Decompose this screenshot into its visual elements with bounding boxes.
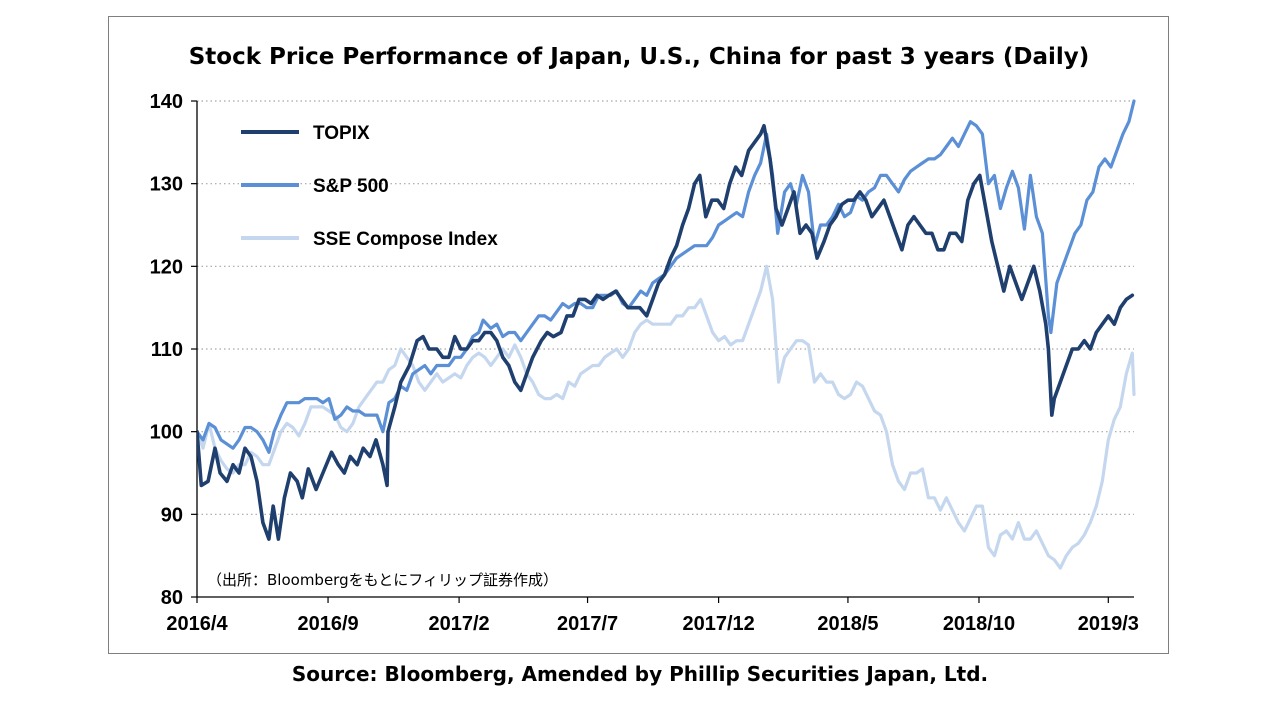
chart-svg: Stock Price Performance of Japan, U.S., … (150, 44, 1139, 635)
series-line-s-p-500 (197, 99, 1136, 454)
gridlines (197, 100, 1134, 515)
legend: TOPIX S&P 500 SSE Compose Index (241, 123, 498, 250)
chart-credit-note: （出所：Bloombergをもとにフィリップ証券作成） (207, 571, 558, 589)
series-line-topix (197, 124, 1135, 541)
x-tick-label: 2018/10 (943, 613, 1015, 635)
chart-frame: Stock Price Performance of Japan, U.S., … (108, 16, 1169, 654)
x-tick-label: 2017/12 (682, 613, 754, 635)
x-tick-label: 2018/5 (817, 613, 878, 635)
y-tick-label: 140 (150, 91, 183, 113)
y-tick-label: 90 (161, 504, 183, 526)
x-tick-label: 2017/2 (429, 613, 490, 635)
legend-label: SSE Compose Index (313, 229, 498, 250)
y-tick-label: 110 (151, 339, 183, 361)
y-tick-label: 120 (150, 256, 183, 278)
x-tick-label: 2016/4 (166, 613, 228, 635)
y-tick-label: 100 (150, 422, 183, 444)
x-tick-label: 2016/9 (297, 613, 358, 635)
y-tick-label: 80 (161, 587, 183, 609)
series-line-sse-compose-index (197, 264, 1136, 570)
legend-label: S&P 500 (313, 176, 389, 197)
source-note: Source: Bloomberg, Amended by Phillip Se… (291, 662, 989, 686)
y-tick-label: 130 (150, 174, 183, 196)
axes: 80 90 100 110 120 130 140 2016/4 2016/9 2017/2 201… (150, 91, 1139, 635)
series-lines (197, 99, 1136, 570)
x-tick-label: 2017/7 (557, 613, 618, 635)
chart-title: Stock Price Performance of Japan, U.S., … (189, 44, 1090, 70)
x-tick-label: 2019/3 (1078, 613, 1139, 635)
legend-label: TOPIX (313, 123, 370, 144)
